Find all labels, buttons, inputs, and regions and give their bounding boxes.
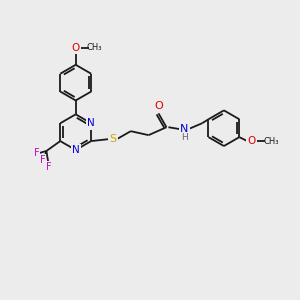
Text: S: S (110, 134, 116, 144)
Text: F: F (46, 162, 51, 172)
Text: O: O (154, 101, 163, 111)
Text: CH₃: CH₃ (87, 44, 102, 52)
Text: N: N (180, 124, 188, 134)
Text: CH₃: CH₃ (263, 136, 279, 146)
Text: F: F (40, 155, 45, 165)
Text: N: N (72, 145, 80, 155)
Text: O: O (247, 136, 255, 146)
Text: O: O (72, 43, 80, 53)
Text: H: H (181, 133, 188, 142)
Text: F: F (34, 148, 39, 158)
Text: N: N (87, 118, 95, 128)
